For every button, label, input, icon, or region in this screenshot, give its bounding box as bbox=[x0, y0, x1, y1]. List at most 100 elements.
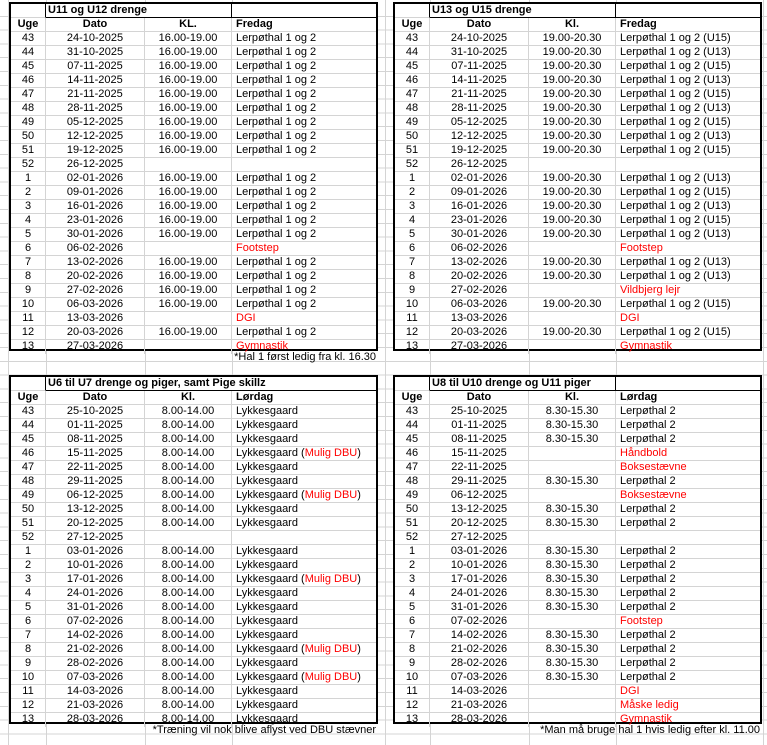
cell-week[interactable]: 50 bbox=[395, 503, 430, 517]
cell-venue[interactable]: Lerpøthal 1 og 2 (U13) bbox=[616, 46, 761, 60]
cell-date[interactable]: 01-11-2025 bbox=[430, 419, 529, 433]
cell-time[interactable]: 8.00-14.00 bbox=[145, 447, 232, 461]
cell-time[interactable]: 8.30-15.30 bbox=[529, 601, 616, 615]
cell-time[interactable]: 19.00-20.30 bbox=[529, 102, 617, 116]
cell-week[interactable]: 11 bbox=[395, 685, 430, 699]
col-header-day[interactable]: Fredag bbox=[616, 18, 761, 32]
col-header-day[interactable]: Fredag bbox=[232, 18, 377, 32]
cell-time[interactable]: 8.00-14.00 bbox=[145, 489, 232, 503]
cell-time[interactable]: 8.30-15.30 bbox=[529, 419, 616, 433]
cell-venue[interactable]: Lerpøthal 2 bbox=[616, 643, 760, 657]
cell-time[interactable]: 16.00-19.00 bbox=[145, 116, 233, 130]
cell-week[interactable]: 6 bbox=[11, 242, 46, 256]
col-header-uge[interactable]: Uge bbox=[11, 18, 46, 32]
cell-week[interactable]: 13 bbox=[11, 340, 46, 354]
cell-week[interactable]: 12 bbox=[395, 699, 430, 713]
cell-week[interactable]: 47 bbox=[395, 461, 430, 475]
cell-time[interactable]: 19.00-20.30 bbox=[529, 326, 617, 340]
cell-week[interactable]: 1 bbox=[11, 172, 46, 186]
cell-time[interactable]: 8.00-14.00 bbox=[145, 475, 232, 489]
cell-time[interactable]: 8.00-14.00 bbox=[145, 699, 232, 713]
cell-date[interactable]: 13-02-2026 bbox=[430, 256, 529, 270]
table-title[interactable]: U8 til U10 drenge og U11 piger bbox=[430, 377, 616, 391]
cell-date[interactable]: 25-10-2025 bbox=[430, 405, 529, 419]
cell-time[interactable]: 19.00-20.30 bbox=[529, 270, 617, 284]
cell-time[interactable] bbox=[529, 531, 616, 545]
cell-week[interactable]: 46 bbox=[395, 447, 430, 461]
cell-week[interactable]: 4 bbox=[11, 214, 46, 228]
cell-time[interactable]: 8.00-14.00 bbox=[145, 685, 232, 699]
cell-week[interactable]: 46 bbox=[11, 447, 46, 461]
cell-time[interactable]: 8.00-14.00 bbox=[145, 643, 232, 657]
cell-week[interactable]: 48 bbox=[11, 102, 46, 116]
cell-week[interactable]: 2 bbox=[11, 186, 46, 200]
cell-date[interactable]: 14-03-2026 bbox=[430, 685, 529, 699]
cell-week[interactable]: 46 bbox=[11, 74, 46, 88]
cell-venue[interactable]: Lerpøthal 1 og 2 bbox=[232, 172, 377, 186]
cell-venue[interactable]: Lerpøthal 1 og 2 bbox=[232, 102, 377, 116]
cell-venue[interactable]: Gymnastik bbox=[616, 713, 760, 727]
cell-empty[interactable] bbox=[11, 4, 46, 18]
cell-date[interactable]: 27-02-2026 bbox=[430, 284, 529, 298]
cell-time[interactable]: 8.00-14.00 bbox=[145, 433, 232, 447]
cell-date[interactable]: 21-02-2026 bbox=[430, 643, 529, 657]
cell-time[interactable]: 8.30-15.30 bbox=[529, 657, 616, 671]
cell-venue[interactable]: Lerpøthal 1 og 2 bbox=[232, 116, 377, 130]
cell-week[interactable]: 44 bbox=[11, 46, 46, 60]
cell-venue[interactable]: Lykkesgaard (Mulig DBU) bbox=[232, 643, 377, 657]
cell-venue[interactable]: Lerpøthal 2 bbox=[616, 545, 760, 559]
cell-date[interactable]: 16-01-2026 bbox=[46, 200, 145, 214]
cell-time[interactable]: 16.00-19.00 bbox=[145, 46, 233, 60]
cell-date[interactable]: 25-10-2025 bbox=[46, 405, 145, 419]
cell-venue[interactable]: Footstep bbox=[616, 615, 760, 629]
cell-date[interactable]: 22-11-2025 bbox=[46, 461, 145, 475]
cell-venue[interactable]: Måske ledig bbox=[616, 699, 760, 713]
cell-venue[interactable]: Lerpøthal 1 og 2 bbox=[232, 60, 377, 74]
cell-venue[interactable]: Lykkesgaard bbox=[232, 657, 377, 671]
cell-venue[interactable]: Lerpøthal 2 bbox=[616, 671, 760, 685]
cell-venue[interactable] bbox=[616, 531, 760, 545]
cell-date[interactable]: 28-02-2026 bbox=[46, 657, 145, 671]
cell-time[interactable]: 8.30-15.30 bbox=[529, 629, 616, 643]
cell-date[interactable]: 14-02-2026 bbox=[430, 629, 529, 643]
col-header-uge[interactable]: Uge bbox=[395, 18, 430, 32]
cell-time[interactable]: 8.30-15.30 bbox=[529, 545, 616, 559]
cell-time[interactable]: 19.00-20.30 bbox=[529, 88, 617, 102]
cell-time[interactable]: 8.00-14.00 bbox=[145, 545, 232, 559]
cell-date[interactable]: 05-12-2025 bbox=[46, 116, 145, 130]
cell-time[interactable]: 19.00-20.30 bbox=[529, 116, 617, 130]
cell-venue[interactable]: Lykkesgaard bbox=[232, 475, 377, 489]
cell-date[interactable]: 28-02-2026 bbox=[430, 657, 529, 671]
cell-week[interactable]: 3 bbox=[395, 573, 430, 587]
cell-time[interactable]: 8.00-14.00 bbox=[145, 573, 232, 587]
cell-venue[interactable]: Lerpøthal 2 bbox=[616, 405, 760, 419]
col-header-dato[interactable]: Dato bbox=[46, 18, 145, 32]
cell-venue[interactable]: Lerpøthal 2 bbox=[616, 503, 760, 517]
cell-date[interactable]: 17-01-2026 bbox=[46, 573, 145, 587]
cell-time[interactable]: 16.00-19.00 bbox=[145, 32, 233, 46]
cell-date[interactable]: 14-11-2025 bbox=[430, 74, 529, 88]
cell-venue[interactable]: Lerpøthal 2 bbox=[616, 559, 760, 573]
cell-week[interactable]: 10 bbox=[395, 298, 430, 312]
cell-week[interactable]: 2 bbox=[395, 186, 430, 200]
cell-venue[interactable]: Lykkesgaard bbox=[232, 699, 377, 713]
cell-date[interactable]: 20-03-2026 bbox=[430, 326, 529, 340]
cell-week[interactable]: 43 bbox=[11, 405, 46, 419]
cell-venue[interactable]: Lerpøthal 2 bbox=[616, 601, 760, 615]
cell-week[interactable]: 2 bbox=[395, 559, 430, 573]
cell-date[interactable]: 13-12-2025 bbox=[46, 503, 145, 517]
cell-date[interactable]: 14-02-2026 bbox=[46, 629, 145, 643]
cell-venue[interactable]: Lerpøthal 1 og 2 (U15) bbox=[616, 144, 761, 158]
cell-time[interactable]: 16.00-19.00 bbox=[145, 326, 233, 340]
cell-date[interactable]: 27-12-2025 bbox=[46, 531, 145, 545]
cell-week[interactable]: 10 bbox=[11, 298, 46, 312]
cell-date[interactable]: 01-11-2025 bbox=[46, 419, 145, 433]
cell-venue[interactable]: Lykkesgaard (Mulig DBU) bbox=[232, 447, 377, 461]
cell-week[interactable]: 44 bbox=[395, 46, 430, 60]
cell-venue[interactable]: Lerpøthal 1 og 2 (U13) bbox=[616, 74, 761, 88]
cell-time[interactable] bbox=[529, 284, 617, 298]
cell-time[interactable]: 8.30-15.30 bbox=[529, 573, 616, 587]
cell-venue[interactable]: Lerpøthal 1 og 2 bbox=[232, 298, 377, 312]
cell-time[interactable]: 19.00-20.30 bbox=[529, 256, 617, 270]
cell-venue[interactable]: Lerpøthal 1 og 2 (U15) bbox=[616, 186, 761, 200]
